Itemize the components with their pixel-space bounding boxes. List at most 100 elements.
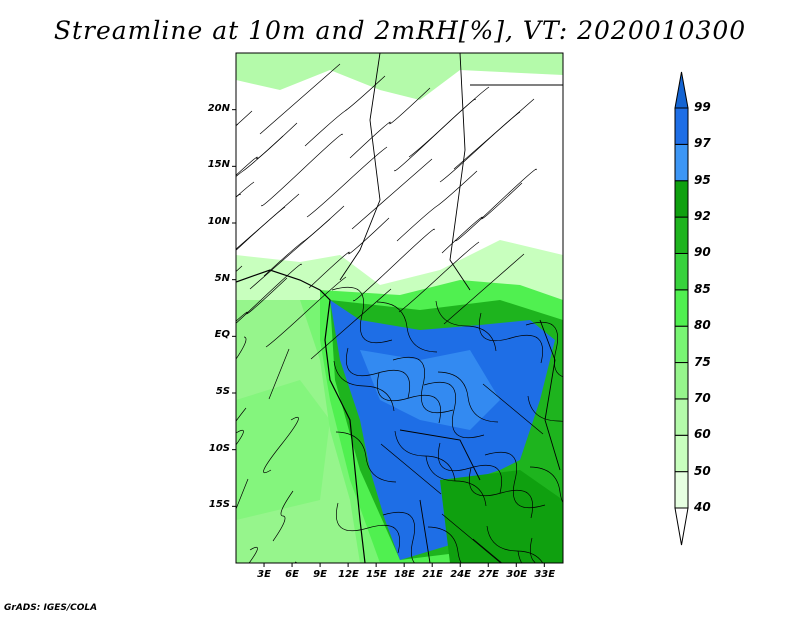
streamline (236, 263, 302, 324)
streamline (351, 158, 433, 230)
colorbar-segment (674, 216, 689, 254)
lat-label: 15N (207, 159, 230, 171)
streamline (331, 286, 393, 344)
streamline (380, 443, 442, 495)
colorbar-segment (674, 143, 689, 182)
lon-label: 9E (313, 569, 327, 580)
streamline (265, 276, 347, 348)
coastline (236, 269, 366, 563)
country-borders (339, 53, 563, 563)
streamline (353, 228, 435, 302)
streamline (349, 87, 431, 159)
lat-label: 5N (214, 272, 230, 284)
lon-label: 33E (534, 569, 556, 580)
streamline (263, 205, 345, 277)
colorbar-segment (674, 180, 689, 218)
streamline (236, 193, 241, 198)
lon-label: 6E (285, 569, 299, 580)
lon-label: 3E (257, 569, 271, 580)
colorbar-segment (674, 289, 689, 327)
colorbar-segment (674, 362, 689, 400)
streamline (453, 98, 535, 170)
streamline (304, 75, 386, 147)
streamline (455, 168, 537, 242)
streamline (525, 321, 563, 377)
streamline (527, 395, 563, 422)
streamline (306, 146, 388, 218)
colorbar-label: 75 (694, 354, 711, 369)
map-frame (235, 52, 564, 564)
lon-label: 27E (478, 569, 499, 580)
streamline (236, 181, 255, 198)
streamline (261, 133, 343, 207)
streamline (236, 265, 243, 272)
streamline (486, 525, 544, 563)
colorbar-low-arrow (674, 507, 689, 546)
lat-label: 5S (215, 386, 230, 397)
colorbar-label: 50 (694, 463, 711, 478)
streamline (530, 537, 563, 563)
colorbar-label: 60 (694, 427, 711, 442)
streamline (382, 511, 416, 563)
streamline (392, 356, 454, 414)
streamline (425, 455, 487, 507)
colorbar-label: 80 (694, 318, 711, 333)
streamline (408, 86, 490, 158)
colorbar-label: 99 (694, 100, 711, 114)
plot-title: Streamline at 10m and 2mRH[%], VT: 20200… (53, 16, 747, 45)
colorbar-segment (674, 434, 689, 473)
colorbar-segment (674, 252, 689, 291)
colorbar-segment (674, 398, 689, 436)
streamlines (236, 53, 563, 563)
colorbar-label: 92 (694, 209, 711, 224)
streamline (423, 381, 485, 439)
streamline (482, 383, 544, 435)
colorbar-label: 95 (694, 172, 711, 187)
colorbar-segment (674, 325, 689, 364)
colorbar-high-arrow (674, 71, 689, 109)
streamline (236, 193, 300, 250)
streamline (268, 348, 290, 400)
rh-field (236, 53, 563, 563)
lat-label: 10S (208, 442, 230, 454)
colorbar-segment (674, 471, 689, 509)
streamline (437, 371, 499, 423)
grads-credit: GrADS: IGES/COLA (4, 603, 98, 613)
lon-label: 15E (366, 569, 387, 580)
streamline (484, 451, 546, 509)
streamline (236, 407, 247, 446)
streamline (272, 490, 294, 542)
lon-label: 18E (394, 569, 415, 580)
streamline (376, 301, 438, 353)
lat-label: 20N (207, 102, 230, 114)
streamline (398, 241, 480, 313)
streamline (427, 526, 462, 563)
lon-label: 12E (338, 569, 359, 580)
axis-ticks (232, 109, 545, 567)
streamline (263, 416, 299, 474)
streamline (336, 502, 400, 554)
streamline (469, 467, 533, 519)
colorbar-segment (674, 107, 689, 145)
lat-label: 10N (207, 216, 230, 227)
streamline (346, 347, 410, 399)
streamline (435, 300, 497, 352)
lon-label: 24E (450, 569, 471, 580)
streamline (438, 442, 502, 494)
colorbar (674, 71, 689, 546)
streamline (248, 546, 258, 563)
lon-label: 30E (506, 569, 528, 580)
colorbar-label: 40 (694, 500, 711, 514)
streamline (236, 336, 247, 360)
streamline (236, 122, 298, 176)
colorbar-label: 97 (694, 136, 711, 151)
streamline (259, 63, 341, 135)
streamline (529, 466, 563, 504)
lon-label: 21E (422, 569, 443, 580)
streamline (310, 288, 392, 360)
colorbar-label: 85 (694, 281, 711, 296)
lat-label: EQ (214, 329, 230, 341)
colorbar-label: 70 (694, 390, 711, 405)
streamline (236, 478, 249, 510)
streamline (394, 430, 456, 482)
